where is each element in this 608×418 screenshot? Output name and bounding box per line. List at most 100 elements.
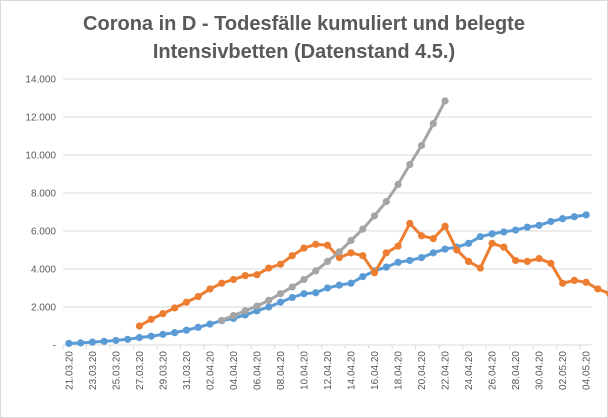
data-point — [88, 338, 96, 346]
data-point — [511, 226, 520, 234]
data-point — [394, 242, 402, 250]
gridlines — [63, 78, 592, 346]
data-point — [218, 279, 226, 287]
data-point — [265, 296, 273, 304]
data-point — [511, 256, 520, 265]
chart-title: Corona in D - Todesfälle kumuliert und b… — [0, 10, 608, 66]
x-tick-label: 04.04.20 — [229, 351, 240, 390]
data-point — [488, 230, 496, 238]
y-tick-label: - — [53, 341, 56, 352]
x-tick-label: 14.04.20 — [347, 351, 358, 390]
data-point — [276, 298, 285, 306]
x-tick-label: 28.04.20 — [511, 351, 522, 390]
data-point — [347, 236, 355, 245]
data-point — [159, 330, 167, 338]
data-point — [218, 316, 226, 324]
data-point — [441, 97, 449, 105]
data-point — [112, 336, 120, 345]
data-point — [429, 120, 437, 128]
data-point — [535, 221, 543, 229]
data-point — [288, 252, 296, 260]
data-point — [382, 263, 390, 271]
data-point — [476, 233, 484, 241]
data-point — [547, 259, 555, 267]
data-point — [241, 307, 249, 315]
data-point — [359, 225, 367, 233]
data-point — [570, 276, 578, 284]
y-tick-label: 14.000 — [25, 75, 56, 86]
data-point — [312, 240, 320, 248]
x-tick-label: 04.05.20 — [582, 351, 593, 390]
x-tick-label: 08.04.20 — [276, 351, 287, 390]
x-tick-label: 02.05.20 — [558, 351, 569, 390]
data-point — [265, 264, 273, 272]
data-point — [323, 257, 332, 265]
x-tick-label: 24.04.20 — [464, 351, 475, 390]
data-point — [370, 269, 379, 277]
data-point — [100, 337, 108, 345]
data-point — [347, 279, 355, 287]
data-point — [417, 232, 426, 240]
data-point — [406, 219, 414, 227]
data-point — [500, 228, 508, 236]
data-point — [312, 289, 320, 297]
data-point — [182, 298, 191, 306]
data-point — [359, 273, 367, 281]
x-tick-label: 22.04.20 — [441, 351, 452, 390]
y-tick-label: 12.000 — [25, 113, 56, 124]
data-point — [547, 217, 555, 226]
data-point — [441, 245, 449, 253]
series-belegte-intensivbetten — [135, 219, 608, 330]
x-tick-label: 12.04.20 — [323, 351, 334, 390]
data-point — [535, 254, 543, 263]
series-trend — [218, 97, 449, 324]
data-point — [464, 239, 473, 247]
data-point — [135, 322, 144, 330]
series-todesf-lle-kumuliert — [65, 211, 590, 348]
data-point — [77, 339, 85, 347]
data-point — [253, 271, 261, 279]
series-group — [65, 97, 608, 348]
data-point — [382, 249, 390, 257]
data-point — [429, 235, 437, 243]
data-point — [288, 293, 296, 302]
data-point — [159, 310, 167, 318]
data-point — [323, 284, 332, 292]
x-axis: 21.03.20 23.03.20 25.03.20 27.03.20 29.03.20… — [62, 345, 593, 390]
data-point — [206, 285, 214, 293]
data-point — [406, 256, 414, 265]
data-point — [206, 320, 214, 328]
x-tick-label: 26.04.20 — [488, 351, 499, 390]
data-point — [594, 285, 602, 293]
data-point — [559, 279, 567, 287]
data-point — [335, 248, 343, 256]
data-point — [359, 252, 367, 260]
data-point — [194, 323, 202, 331]
x-tick-label: 29.03.20 — [158, 351, 169, 390]
data-point — [335, 281, 343, 289]
data-point — [147, 315, 155, 323]
data-point — [124, 335, 132, 343]
data-point — [300, 244, 308, 252]
x-tick-label: 30.04.20 — [535, 351, 546, 390]
data-point — [570, 213, 578, 221]
data-point — [370, 212, 379, 220]
y-axis: - 2.000 4.000 6.000 8.000 10.000 12.000 14.000 — [25, 75, 56, 352]
data-point — [300, 290, 308, 298]
data-point — [488, 239, 496, 247]
data-point — [312, 267, 320, 275]
series-line — [67, 213, 588, 345]
data-point — [276, 290, 285, 298]
data-point — [500, 243, 508, 251]
data-point — [417, 254, 426, 262]
data-point — [65, 339, 73, 348]
data-point — [147, 332, 155, 340]
x-tick-label: 31.03.20 — [182, 351, 193, 390]
data-point — [229, 275, 238, 284]
data-point — [582, 211, 590, 219]
data-point — [300, 275, 308, 284]
y-tick-label: 2.000 — [31, 303, 56, 314]
data-point — [453, 246, 461, 254]
data-point — [241, 272, 249, 280]
